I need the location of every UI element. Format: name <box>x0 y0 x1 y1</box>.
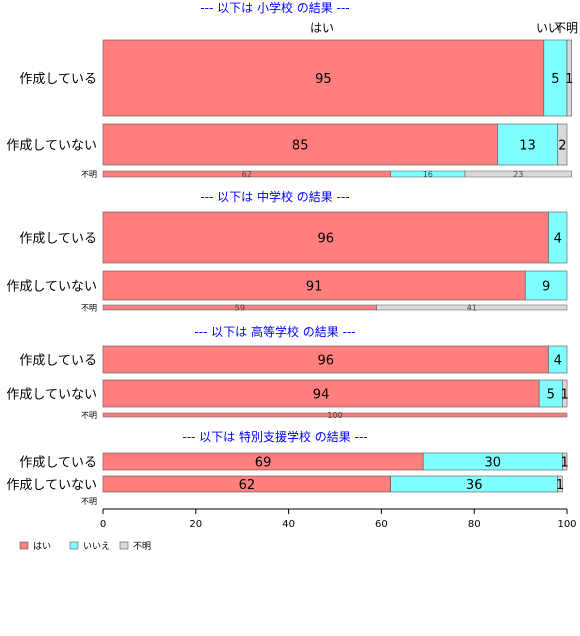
legend-swatch <box>119 541 129 550</box>
data-label: 4 <box>554 232 562 247</box>
bar-segment <box>102 270 526 301</box>
data-label: 1 <box>556 478 564 493</box>
data-label: 13 <box>519 139 536 154</box>
data-label: 5 <box>551 72 559 87</box>
data-label: 1 <box>561 456 569 471</box>
data-label: 30 <box>484 456 501 471</box>
data-label: 100 <box>327 411 342 420</box>
data-label: 96 <box>317 232 334 247</box>
data-label: 2 <box>558 139 566 154</box>
category-label: 作成していない <box>6 280 97 295</box>
panel-title: --- 以下は 小学校 の結果 --- <box>200 0 349 15</box>
legend-label: はい <box>33 541 51 552</box>
category-label: 作成していない <box>6 139 97 154</box>
data-label: 91 <box>306 280 323 295</box>
legend-swatch <box>19 541 29 550</box>
data-label: 9 <box>542 280 550 295</box>
x-tick-label: 40 <box>282 519 295 530</box>
category-label: 作成している <box>19 232 97 247</box>
category-label: 作成していない <box>6 478 97 493</box>
category-label: 作成している <box>19 354 97 369</box>
bar-segment <box>102 123 498 166</box>
data-label: 59 <box>235 304 245 313</box>
data-label: 1 <box>565 72 573 87</box>
bar-segment <box>102 345 549 374</box>
data-label: 5 <box>547 388 555 403</box>
category-label: 不明 <box>81 170 97 179</box>
data-label: 62 <box>239 478 256 493</box>
data-label: 62 <box>242 170 252 179</box>
data-label: 4 <box>554 354 562 369</box>
top-column-label: はい <box>310 21 334 35</box>
panel-title: --- 以下は 高等学校 の結果 --- <box>194 324 355 339</box>
x-tick-label: 80 <box>468 519 481 530</box>
data-label: 69 <box>255 456 272 471</box>
category-label: 不明 <box>81 304 97 313</box>
data-label: 95 <box>315 72 332 87</box>
legend-swatch <box>69 541 79 550</box>
category-label: 不明 <box>81 411 97 420</box>
panel-title: --- 以下は 中学校 の結果 --- <box>200 189 349 204</box>
legend-label: いいえ <box>83 541 110 552</box>
data-label: 23 <box>513 170 523 179</box>
bar-segment <box>557 475 563 493</box>
x-tick-label: 0 <box>100 519 106 530</box>
x-tick-label: 20 <box>189 519 202 530</box>
bar-segment <box>562 379 568 408</box>
data-label: 41 <box>467 304 477 313</box>
category-label: 作成している <box>19 456 97 471</box>
bar-segment <box>464 170 572 178</box>
x-tick-label: 60 <box>375 519 388 530</box>
bar-segment <box>566 39 572 117</box>
bar-segment <box>557 123 568 166</box>
panel-title: --- 以下は 特別支援学校 の結果 --- <box>182 429 367 444</box>
bar-segment <box>376 304 568 311</box>
bar-segment <box>562 452 568 471</box>
bar-segment <box>497 123 559 166</box>
data-label: 85 <box>292 139 309 154</box>
legend-label: 不明 <box>133 541 151 552</box>
bar-segment <box>524 270 568 301</box>
top-column-label: いい <box>536 21 560 35</box>
data-label: 96 <box>317 354 334 369</box>
data-label: 94 <box>313 388 330 403</box>
category-label: 不明 <box>81 497 97 506</box>
top-column-label: 不明 <box>554 21 578 35</box>
category-label: 作成していない <box>6 388 97 403</box>
data-label: 16 <box>423 170 433 179</box>
data-label: 36 <box>466 478 483 493</box>
data-label: 1 <box>561 388 569 403</box>
x-tick-label: 100 <box>557 519 576 530</box>
category-label: 作成している <box>19 72 97 87</box>
bar-segment <box>102 211 549 264</box>
bar-segment <box>548 345 568 374</box>
bar-segment <box>102 412 568 418</box>
bar-segment <box>548 211 568 264</box>
